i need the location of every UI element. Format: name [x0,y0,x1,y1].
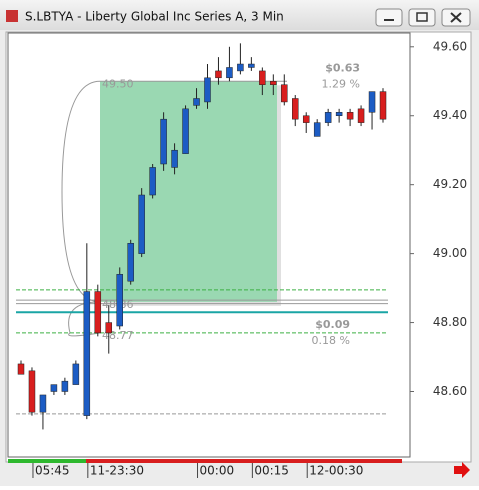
x-tick-label: 00:00 [200,464,235,478]
y-tick-label: 49.00 [433,246,467,260]
candle-body [127,243,134,282]
candle-body [105,322,113,334]
candle-body [50,384,58,392]
candle-body [270,81,277,85]
candle-body [61,380,69,392]
measure-text: $0.09 [315,318,350,331]
measure-text: 1.29 % [322,77,360,90]
y-tick-label: 48.80 [433,315,467,329]
candle-body [94,291,102,334]
candle-body [379,91,387,120]
measure-text: 0.18 % [312,334,350,347]
minimize-button[interactable] [375,8,403,27]
candle-body [292,98,299,120]
time-strip-red [86,459,402,463]
y-tick-label: 49.40 [433,108,467,122]
x-tick-label: 00:15 [254,464,289,478]
candle-body [335,112,343,116]
candle-body [248,63,255,68]
candle-body [182,108,189,154]
x-tick-label: 05:45 [35,464,70,478]
candle-body [237,63,244,72]
candle-body [17,363,25,375]
candle-body [226,67,233,79]
maximize-button[interactable] [408,8,436,27]
price-label: 49.50 [102,77,134,90]
candle-body [193,98,200,106]
window-title: S.LBTYA - Liberty Global Inc Series A, 3… [25,10,284,24]
candle-body [116,274,123,327]
candle-body [357,108,365,123]
x-tick-label: 12-00:30 [309,464,363,478]
candle-body [302,115,310,123]
candle-body [324,112,332,123]
window-buttons[interactable] [375,8,471,27]
candle-body [281,84,288,103]
y-tick-label: 49.20 [433,177,467,191]
close-icon [450,12,462,23]
candle-body [149,167,156,196]
candle-body [204,77,211,103]
candle-body [368,91,376,113]
candle-body [259,70,266,85]
candle-body [215,70,222,79]
candle-body [313,122,321,137]
y-tick-label: 48.60 [433,384,467,398]
y-tick-label: 49.60 [433,39,467,53]
candle-body [72,363,80,385]
candle-body [28,370,36,413]
candle-body [39,394,47,413]
range-bracket [61,80,101,303]
candle-body [171,149,178,168]
app-icon [6,10,18,22]
maximize-icon [416,12,428,22]
candle-body [138,194,145,254]
measure-text: $0.63 [325,61,360,74]
scroll-arrow[interactable] [454,462,470,478]
time-strip-green [8,459,86,463]
x-tick-label: 11-23:30 [90,464,144,478]
candle-body [346,112,354,120]
candle-body [83,291,91,416]
candle-body [160,118,167,165]
